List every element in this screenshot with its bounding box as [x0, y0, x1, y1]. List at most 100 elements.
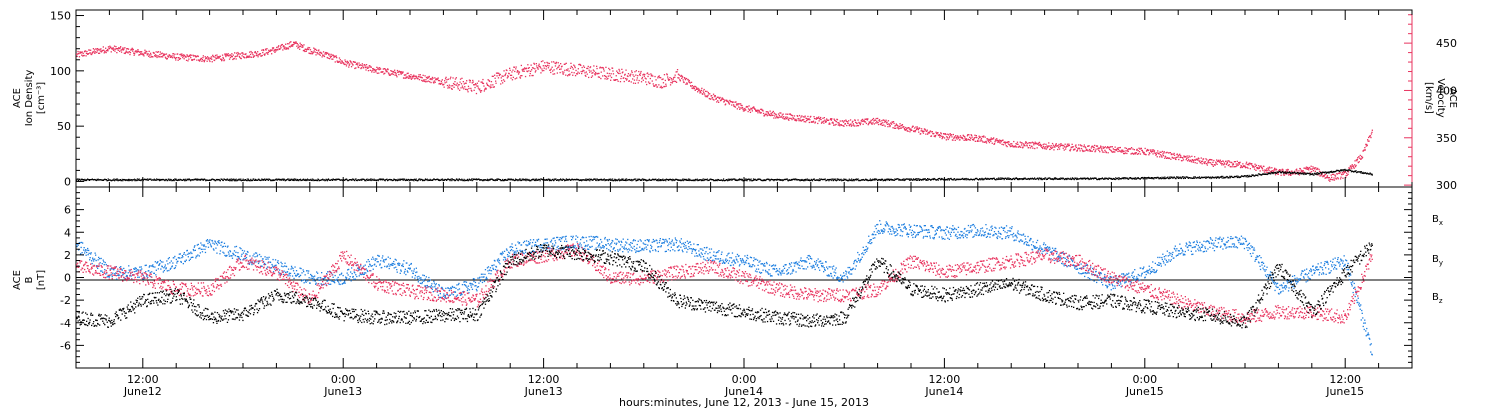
- velocity-point: [602, 67, 604, 69]
- density-point: [745, 179, 747, 181]
- velocity-point: [424, 75, 426, 77]
- density-point: [726, 179, 728, 181]
- density-point: [921, 179, 923, 181]
- velocity-point: [747, 108, 750, 110]
- density-point: [1340, 170, 1343, 172]
- velocity-point: [120, 49, 122, 51]
- velocity-point: [650, 75, 652, 77]
- velocity-point: [833, 124, 835, 126]
- velocity-point: [319, 51, 321, 53]
- velocity-point: [973, 138, 975, 140]
- velocity-point: [396, 76, 398, 78]
- velocity-point: [545, 65, 548, 68]
- velocity-point: [1318, 170, 1321, 172]
- velocity-point: [465, 82, 467, 84]
- velocity-point: [627, 73, 630, 75]
- velocity-point: [1085, 147, 1087, 149]
- velocity-point: [387, 72, 390, 74]
- velocity-point: [440, 80, 442, 82]
- velocity-point: [237, 51, 239, 54]
- velocity-point: [509, 74, 512, 76]
- velocity-point: [133, 54, 135, 56]
- velocity-point: [872, 122, 874, 124]
- velocity-point: [201, 60, 203, 62]
- density-point: [559, 179, 561, 181]
- velocity-point: [290, 41, 292, 43]
- velocity-point: [265, 49, 267, 51]
- velocity-point: [749, 111, 752, 113]
- velocity-point: [589, 71, 591, 73]
- density-point: [1041, 177, 1043, 179]
- velocity-point: [717, 100, 719, 102]
- density-point: [925, 179, 927, 181]
- velocity-point: [683, 77, 686, 79]
- velocity-point: [584, 72, 586, 74]
- velocity-point: [470, 87, 472, 90]
- velocity-point: [1320, 174, 1323, 176]
- density-point: [685, 179, 687, 181]
- density-point: [769, 180, 771, 182]
- velocity-point: [418, 74, 420, 76]
- velocity-point: [205, 58, 207, 60]
- velocity-point: [597, 76, 600, 78]
- density-point: [218, 178, 220, 181]
- velocity-point: [309, 52, 311, 55]
- density-point: [519, 178, 521, 180]
- velocity-point: [1202, 160, 1204, 162]
- velocity-point: [568, 70, 570, 72]
- velocity-point: [1125, 150, 1127, 152]
- density-point: [121, 178, 123, 180]
- density-point: [564, 179, 566, 181]
- density-point: [408, 180, 410, 182]
- density-point: [735, 178, 737, 181]
- density-point: [458, 178, 460, 180]
- density-point: [819, 179, 821, 182]
- density-point: [568, 179, 570, 181]
- velocity-point: [607, 77, 609, 80]
- density-point: [189, 179, 191, 181]
- density-point: [682, 180, 684, 182]
- velocity-point: [606, 78, 608, 80]
- velocity-point: [669, 77, 671, 79]
- density-point: [361, 179, 363, 181]
- velocity-point: [1159, 154, 1162, 156]
- velocity-point: [262, 49, 264, 51]
- velocity-point: [1305, 166, 1308, 168]
- density-point: [234, 179, 236, 181]
- velocity-point: [236, 54, 239, 56]
- density-point: [125, 179, 127, 181]
- velocity-point: [235, 58, 237, 60]
- velocity-point: [1021, 142, 1023, 144]
- velocity-point: [1307, 167, 1309, 169]
- velocity-point: [584, 74, 586, 77]
- velocity-point: [1274, 174, 1277, 176]
- velocity-point: [114, 50, 116, 52]
- velocity-point: [1239, 161, 1241, 163]
- velocity-point: [487, 79, 489, 81]
- velocity-point: [1162, 155, 1164, 157]
- velocity-point: [214, 54, 217, 57]
- velocity-point: [947, 133, 949, 135]
- velocity-point: [107, 50, 109, 52]
- velocity-point: [880, 122, 882, 124]
- velocity-point: [966, 139, 968, 141]
- density-point: [169, 179, 171, 182]
- velocity-point: [836, 119, 839, 121]
- velocity-point: [1251, 164, 1253, 167]
- density-point: [516, 179, 518, 181]
- density-point: [1246, 175, 1248, 177]
- velocity-point: [172, 53, 175, 55]
- velocity-point: [1187, 157, 1189, 159]
- density-point: [263, 179, 265, 181]
- velocity-point: [1140, 147, 1142, 150]
- velocity-point: [391, 70, 393, 72]
- density-point: [1191, 177, 1193, 179]
- velocity-point: [1275, 169, 1278, 171]
- velocity-point: [705, 95, 708, 97]
- density-point: [1183, 177, 1185, 180]
- velocity-point: [1224, 163, 1226, 165]
- velocity-point: [640, 70, 642, 73]
- velocity-point: [1346, 172, 1348, 174]
- velocity-point: [1025, 141, 1027, 143]
- velocity-point: [409, 76, 412, 78]
